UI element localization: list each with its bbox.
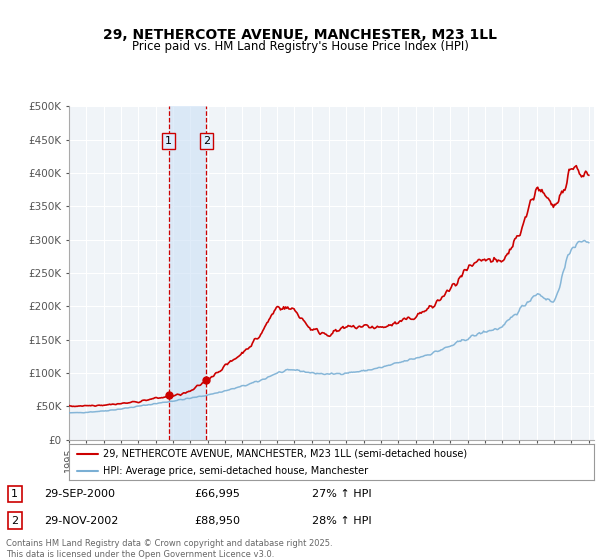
Text: 29-SEP-2000: 29-SEP-2000 [44,489,115,499]
Text: £66,995: £66,995 [194,489,240,499]
Text: 29, NETHERCOTE AVENUE, MANCHESTER, M23 1LL (semi-detached house): 29, NETHERCOTE AVENUE, MANCHESTER, M23 1… [103,449,467,459]
Text: Price paid vs. HM Land Registry's House Price Index (HPI): Price paid vs. HM Land Registry's House … [131,40,469,53]
Text: Contains HM Land Registry data © Crown copyright and database right 2025.
This d: Contains HM Land Registry data © Crown c… [6,539,332,559]
Text: HPI: Average price, semi-detached house, Manchester: HPI: Average price, semi-detached house,… [103,466,368,475]
Text: 29, NETHERCOTE AVENUE, MANCHESTER, M23 1LL: 29, NETHERCOTE AVENUE, MANCHESTER, M23 1… [103,28,497,42]
Text: £88,950: £88,950 [194,516,240,526]
Text: 2: 2 [203,136,210,146]
Text: 2: 2 [11,516,19,526]
Text: 1: 1 [165,136,172,146]
Text: 1: 1 [11,489,19,499]
Text: 28% ↑ HPI: 28% ↑ HPI [312,516,371,526]
Text: 29-NOV-2002: 29-NOV-2002 [44,516,119,526]
Bar [169,106,206,440]
Text: 27% ↑ HPI: 27% ↑ HPI [312,489,371,499]
